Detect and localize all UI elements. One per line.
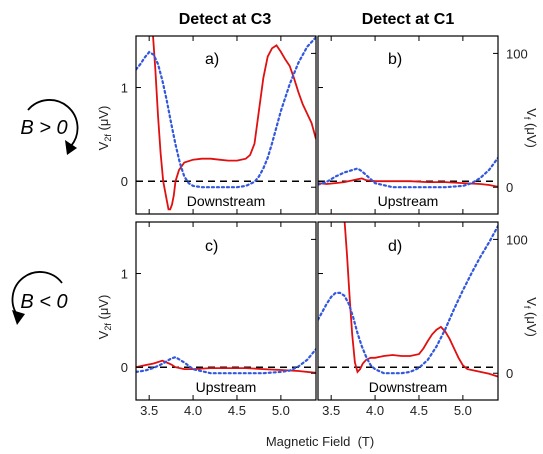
- b-negative-group: B < 0: [11, 271, 68, 325]
- panel-b: 0 100 b) Upstream: [317, 35, 528, 215]
- y-tick-label-left: 0: [121, 174, 128, 189]
- panel-tag: a): [205, 51, 219, 68]
- x-tick-label: 3.5: [140, 403, 158, 418]
- y-tick-label-right: 100: [506, 46, 528, 61]
- vf-series-line: [136, 36, 316, 189]
- panel-frame: [135, 221, 317, 401]
- column-title-c3: Detect at C3: [179, 11, 272, 28]
- panel-c: 3.5 4.0 4.5 5.0 0 1 c) Upstream: [121, 221, 317, 418]
- column-title-c1: Detect at C1: [362, 11, 455, 28]
- row-label-b-positive: B > 0: [20, 117, 67, 139]
- region-label: Downstream: [187, 193, 266, 209]
- ylabel-left-top: V2f (μV): [96, 106, 113, 151]
- y-tick-label-left: 1: [121, 267, 128, 282]
- vf-series-line: [318, 224, 498, 375]
- panel-frame: [317, 35, 499, 215]
- x-tick-label: 4.0: [184, 403, 202, 418]
- panel-tag: b): [388, 51, 402, 68]
- x-tick-label: 4.0: [366, 403, 384, 418]
- v2f-series-line: [318, 177, 498, 188]
- panel-frame: [135, 35, 317, 215]
- y-tick-label-right: 0: [506, 180, 513, 195]
- vf-series-line: [318, 156, 498, 189]
- region-label: Downstream: [369, 379, 448, 395]
- panel-a: 0 1 a) Downstream: [121, 35, 317, 215]
- panel-frame: [317, 221, 499, 401]
- x-tick-label: 5.0: [272, 403, 290, 418]
- x-tick-label: 3.5: [322, 403, 340, 418]
- vf-series-line: [136, 348, 316, 375]
- ylabel-left-bottom: V2f (μV): [96, 295, 113, 340]
- y-tick-label-right: 100: [506, 232, 528, 247]
- region-label: Upstream: [378, 193, 439, 209]
- y-tick-label-left: 0: [121, 360, 128, 375]
- v2f-series-line: [136, 359, 316, 374]
- x-tick-label: 4.5: [228, 403, 246, 418]
- panel-d: 3.5 4.0 4.5 5.0 0 100 d) Downstream: [317, 221, 528, 418]
- circular-arrow-icon: [27, 99, 79, 155]
- y-tick-label-left: 1: [121, 81, 128, 96]
- v2f-series-line: [343, 222, 498, 378]
- b-positive-group: B > 0: [20, 99, 79, 155]
- panel-tag: d): [388, 238, 402, 255]
- x-axis-title: Magnetic Field (T): [266, 434, 374, 449]
- region-label: Upstream: [196, 379, 257, 395]
- panel-tag: c): [205, 238, 218, 255]
- y-tick-label-right: 0: [506, 366, 513, 381]
- row-label-b-negative: B < 0: [20, 291, 67, 313]
- circular-arrow-icon: [11, 271, 63, 325]
- v2f-series-line: [152, 36, 316, 211]
- ylabel-right-bottom: Vf (μV): [522, 297, 539, 337]
- x-tick-label: 4.5: [410, 403, 428, 418]
- ylabel-right-top: Vf (μV): [522, 108, 539, 148]
- x-tick-label: 5.0: [454, 403, 472, 418]
